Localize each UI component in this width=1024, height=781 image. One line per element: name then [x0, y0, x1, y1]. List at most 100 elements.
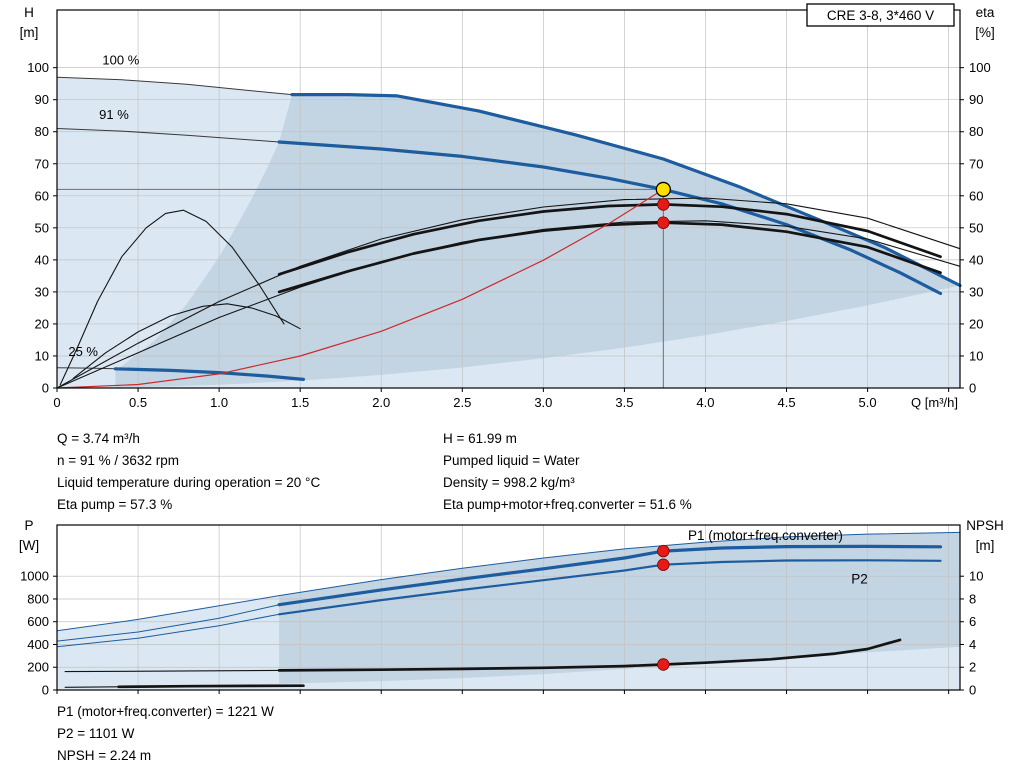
left-tick-label: 60 — [35, 188, 49, 203]
right-tick-label: 10 — [969, 348, 983, 363]
eta-pump-91pct-bold — [277, 203, 942, 276]
info-line: Eta pump = 57.3 % — [57, 497, 173, 512]
left-axis-title: H — [24, 5, 34, 20]
p2-91pct-bold — [278, 559, 942, 616]
left-tick-label: 200 — [27, 660, 49, 675]
left-tick-label: 100 — [27, 60, 49, 75]
info-line: Q = 3.74 m³/h — [57, 431, 140, 446]
label-p1: P1 (motor+freq.converter) — [688, 528, 843, 543]
left-tick-label: 600 — [27, 614, 49, 629]
p2-91pct-thin — [56, 613, 280, 648]
x-tick-label: 4.5 — [777, 395, 795, 410]
right-tick-label: 100 — [969, 60, 991, 75]
right-tick-label: 10 — [969, 569, 983, 584]
npsh-thin — [64, 669, 280, 673]
eta-total-91pct-bold — [277, 221, 942, 294]
right-tick-label: 20 — [969, 316, 983, 331]
right-tick-label: 80 — [969, 124, 983, 139]
left-axis-title: P — [24, 518, 33, 533]
right-axis-title: eta — [976, 5, 995, 20]
qh-curve-100pct-thin — [56, 76, 293, 96]
label-91pct: 91 % — [99, 107, 129, 122]
left-tick-label: 80 — [35, 124, 49, 139]
right-tick-label: 30 — [969, 284, 983, 299]
left-tick-label: 400 — [27, 637, 49, 652]
info-line: n = 91 % / 3632 rpm — [57, 453, 179, 468]
x-tick-label: 0 — [53, 395, 60, 410]
right-tick-label: 40 — [969, 252, 983, 267]
left-tick-label: 1000 — [20, 569, 49, 584]
x-tick-label: 1.0 — [210, 395, 228, 410]
pump-title: CRE 3-8, 3*460 V — [827, 8, 934, 23]
x-tick-label: 3.5 — [615, 395, 633, 410]
right-tick-label: 4 — [969, 637, 976, 652]
x-tick-label: 5.0 — [859, 395, 877, 410]
eta-total-duty-marker — [657, 216, 670, 229]
duty-info-left-column: Q = 3.74 m³/h n = 91 % / 3632 rpm Liquid t… — [57, 428, 320, 516]
power-info-column: P1 (motor+freq.converter) = 1221 W P2 = 1… — [57, 701, 274, 767]
x-axis-label: Q [m³/h] — [911, 395, 958, 410]
left-tick-label: 0 — [42, 683, 49, 698]
right-tick-label: 50 — [969, 220, 983, 235]
left-axis-title: [W] — [19, 538, 39, 553]
left-tick-label: 90 — [35, 92, 49, 107]
label-p2: P2 — [851, 572, 868, 587]
right-tick-label: 0 — [969, 381, 976, 396]
x-tick-label: 4.0 — [696, 395, 714, 410]
info-line: Pumped liquid = Water — [443, 453, 580, 468]
left-tick-label: 0 — [42, 381, 49, 396]
power-npsh-chart-svg: P1 (motor+freq.converter)P20200400600800… — [19, 518, 1004, 698]
x-tick-label: 1.5 — [291, 395, 309, 410]
pump-title-box — [806, 3, 955, 27]
info-line: Density = 998.2 kg/m³ — [443, 475, 575, 490]
p1-91pct-bold — [277, 544, 943, 607]
left-axis-title: [m] — [20, 25, 39, 40]
left-tick-label: 70 — [35, 156, 49, 171]
x-tick-label: 2.0 — [372, 395, 390, 410]
right-axis-title: NPSH — [966, 518, 1004, 533]
left-tick-label: 800 — [27, 591, 49, 606]
left-tick-label: 50 — [35, 220, 49, 235]
eta-low-speed-arc — [59, 209, 285, 386]
plot-border — [56, 524, 961, 691]
eta-25pct-arc — [72, 303, 301, 379]
x-tick-label: 0.5 — [129, 395, 147, 410]
eta-pump-100pct-thin — [56, 197, 961, 389]
right-tick-label: 2 — [969, 660, 976, 675]
qh-curve-100pct-bold — [290, 92, 962, 288]
info-line: H = 61.99 m — [443, 431, 517, 446]
allowed-operating-area-dark — [115, 94, 960, 388]
qh-curve-25pct-bold — [113, 367, 305, 381]
left-tick-label: 30 — [35, 284, 49, 299]
right-tick-label: 70 — [969, 156, 983, 171]
duty-point-marker[interactable] — [655, 181, 671, 198]
info-line: Liquid temperature during operation = 20… — [57, 475, 321, 490]
p-25pct-bold — [117, 684, 305, 689]
right-tick-label: 90 — [969, 92, 983, 107]
plot-border — [56, 9, 961, 389]
right-tick-label: 6 — [969, 614, 976, 629]
p1-duty-marker — [657, 544, 670, 558]
duty-info-right-column: H = 61.99 m Pumped liquid = Water Density … — [443, 428, 692, 516]
p1-100pct-thin — [56, 531, 961, 632]
info-line: P1 (motor+freq.converter) = 1221 W — [57, 704, 274, 719]
p-25pct-thin — [64, 686, 120, 688]
p1-91pct-thin — [56, 604, 280, 642]
right-tick-label: 0 — [969, 683, 976, 698]
info-line: Eta pump+motor+freq.converter = 51.6 % — [443, 497, 692, 512]
info-line: P2 = 1101 W — [57, 726, 135, 741]
eta-pump-duty-marker — [657, 198, 670, 211]
p2-duty-marker — [657, 558, 670, 571]
x-tick-label: 2.5 — [453, 395, 471, 410]
right-axis-title: [%] — [975, 25, 995, 40]
left-tick-label: 20 — [35, 316, 49, 331]
label-100pct: 100 % — [102, 52, 139, 67]
left-tick-label: 10 — [35, 348, 49, 363]
qh-curve-91pct-thin — [56, 128, 280, 143]
info-line: NPSH = 2.24 m — [57, 748, 152, 763]
qh-eta-chart-svg: 100 % 91 % 25 % 0 10 20 30 40 50 60 70 80 90 100 0 10 20… — [20, 3, 995, 410]
left-tick-label: 40 — [35, 252, 49, 267]
right-tick-label: 8 — [969, 591, 976, 606]
label-25pct: 25 % — [68, 344, 98, 359]
